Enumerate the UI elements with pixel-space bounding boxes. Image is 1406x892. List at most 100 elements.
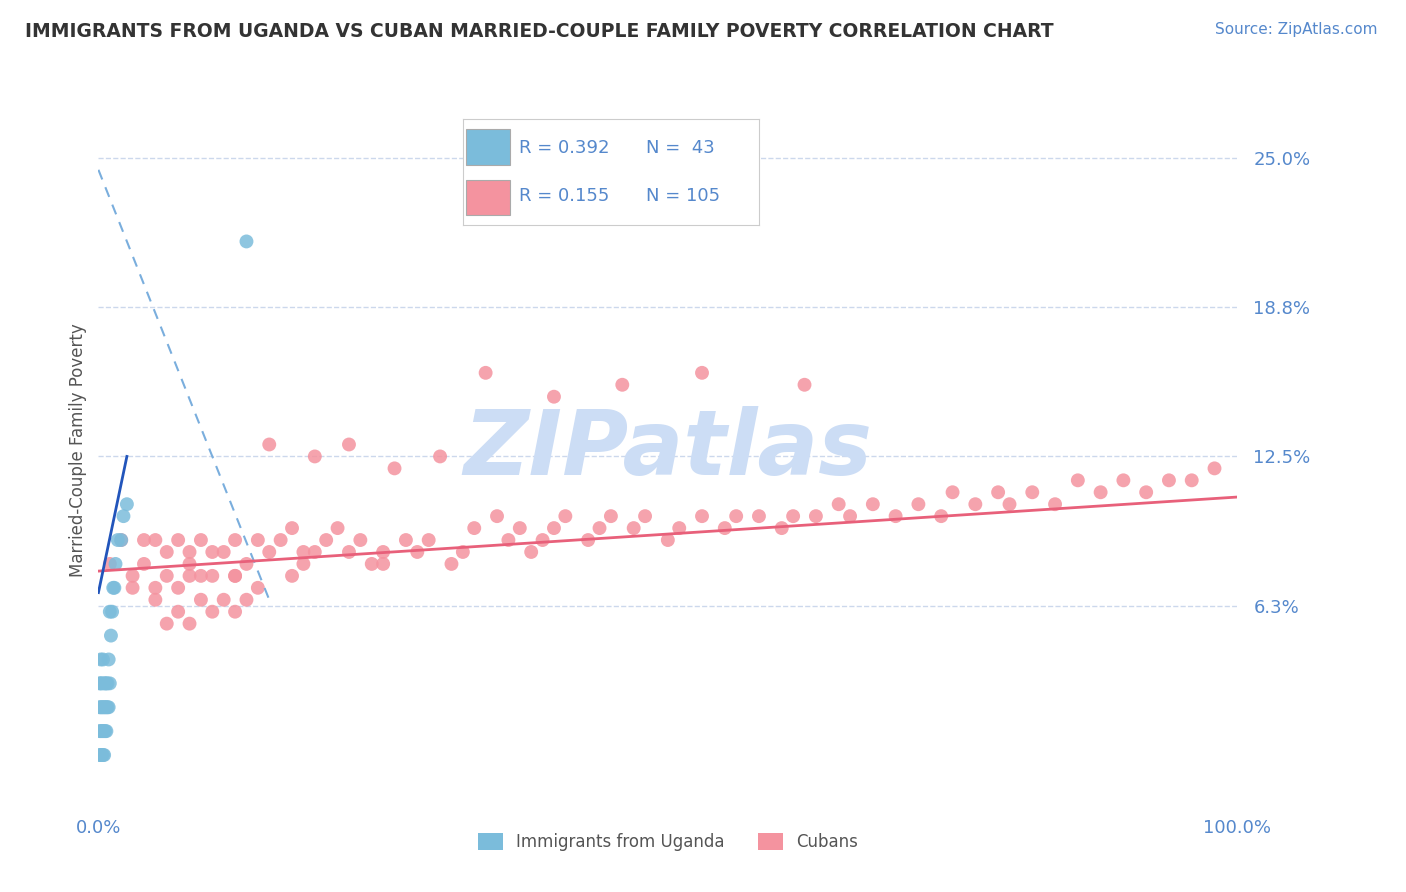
Point	[474, 366, 496, 380]
Point	[90, 724, 112, 739]
Point	[884, 509, 907, 524]
Point	[418, 533, 440, 547]
Point	[93, 676, 115, 690]
Point	[91, 652, 114, 666]
Point	[224, 533, 246, 547]
Point	[1181, 473, 1204, 487]
Point	[121, 581, 143, 595]
Point	[657, 533, 679, 547]
Point	[90, 724, 112, 739]
Point	[179, 557, 201, 571]
Point	[156, 545, 179, 559]
Point	[498, 533, 520, 547]
Point	[406, 545, 429, 559]
Point	[1157, 473, 1180, 487]
Point	[281, 521, 304, 535]
Point	[429, 450, 451, 464]
Point	[235, 557, 257, 571]
Point	[190, 569, 212, 583]
Point	[543, 521, 565, 535]
Point	[371, 545, 394, 559]
Point	[96, 724, 118, 739]
Point	[201, 569, 224, 583]
Point	[91, 700, 114, 714]
Point	[793, 377, 815, 392]
Point	[463, 521, 485, 535]
Point	[235, 592, 257, 607]
Point	[98, 676, 121, 690]
Point	[326, 521, 349, 535]
Point	[179, 616, 201, 631]
Point	[987, 485, 1010, 500]
Point	[725, 509, 748, 524]
Point	[304, 545, 326, 559]
Point	[104, 557, 127, 571]
Point	[156, 616, 179, 631]
Point	[1021, 485, 1043, 500]
Point	[1135, 485, 1157, 500]
Point	[292, 545, 315, 559]
Point	[384, 461, 406, 475]
Point	[588, 521, 610, 535]
Point	[862, 497, 884, 511]
Point	[93, 747, 115, 762]
Point	[942, 485, 965, 500]
Point	[998, 497, 1021, 511]
Point	[201, 545, 224, 559]
Point	[337, 545, 360, 559]
Point	[1043, 497, 1066, 511]
Point	[554, 509, 576, 524]
Point	[103, 581, 125, 595]
Point	[520, 545, 543, 559]
Point	[440, 557, 463, 571]
Point	[90, 747, 112, 762]
Point	[224, 605, 246, 619]
Point	[212, 592, 235, 607]
Point	[965, 497, 987, 511]
Point	[1204, 461, 1226, 475]
Point	[212, 545, 235, 559]
Point	[91, 724, 114, 739]
Point	[94, 724, 117, 739]
Point	[89, 747, 111, 762]
Point	[371, 557, 394, 571]
Point	[929, 509, 952, 524]
Point	[770, 521, 793, 535]
Point	[90, 676, 112, 690]
Point	[89, 724, 111, 739]
Point	[304, 450, 326, 464]
Point	[714, 521, 737, 535]
Point	[315, 533, 337, 547]
Point	[89, 676, 111, 690]
Point	[98, 557, 121, 571]
Point	[509, 521, 531, 535]
Point	[839, 509, 862, 524]
Point	[96, 700, 118, 714]
Point	[91, 747, 114, 762]
Point	[167, 533, 190, 547]
Point	[668, 521, 690, 535]
Point	[1112, 473, 1135, 487]
Text: IMMIGRANTS FROM UGANDA VS CUBAN MARRIED-COUPLE FAMILY POVERTY CORRELATION CHART: IMMIGRANTS FROM UGANDA VS CUBAN MARRIED-…	[25, 22, 1054, 41]
Point	[246, 533, 269, 547]
Point	[90, 700, 112, 714]
Point	[96, 676, 118, 690]
Point	[804, 509, 827, 524]
Point	[179, 545, 201, 559]
Point	[110, 533, 132, 547]
Point	[623, 521, 645, 535]
Point	[132, 557, 155, 571]
Point	[349, 533, 371, 547]
Point	[235, 235, 257, 249]
Point	[145, 533, 167, 547]
Point	[145, 581, 167, 595]
Point	[748, 509, 770, 524]
Point	[94, 700, 117, 714]
Point	[224, 569, 246, 583]
Point	[360, 557, 382, 571]
Point	[201, 605, 224, 619]
Point	[97, 652, 120, 666]
Point	[337, 437, 360, 451]
Point	[634, 509, 657, 524]
Point	[107, 533, 129, 547]
